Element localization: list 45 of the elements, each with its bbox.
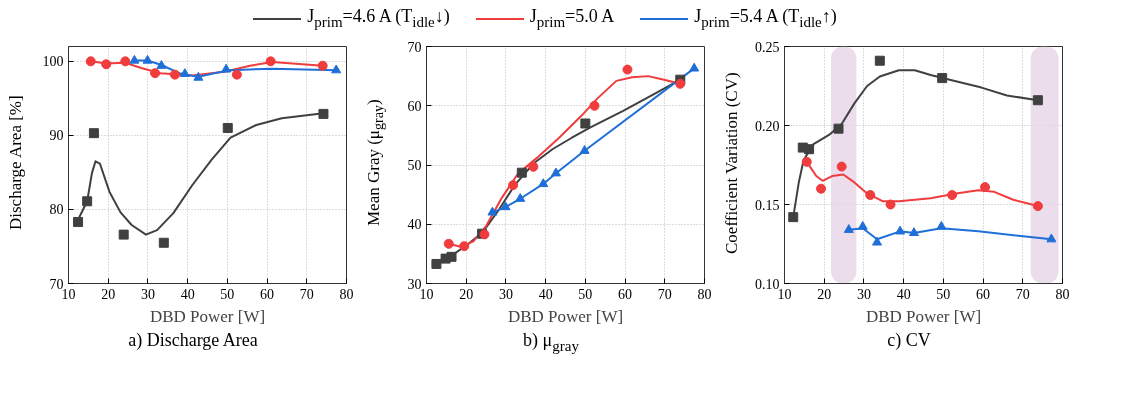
x-tick-label: 70 [299,286,314,302]
x-tick-label: 60 [618,286,633,302]
y-tick-label: 0.25 [755,39,780,55]
x-tick-label: 50 [220,286,235,302]
x-tick-label: 50 [936,286,951,302]
y-tick-label: 60 [407,98,422,114]
y-axis-title: Discharge Area [%] [5,94,26,233]
y-tick-label: 0.10 [755,276,780,292]
x-tick-label: 60 [976,286,991,302]
y-tick-label: 0.15 [755,197,780,213]
legend-label: J$_{prim}$=5.4 A (T$_{idle}$↑) [694,5,837,32]
x-tick-label: 30 [498,286,513,302]
y-axis-title: Coefficient Variation (CV) [721,71,742,256]
x-axis-title: DBD Power [W] [865,306,982,326]
y-tick-label: 30 [407,276,422,292]
x-tick-label: 70 [657,286,672,302]
legend-label: J$_{prim}$=5.0 A [529,5,615,32]
y-tick-label: 0.20 [755,118,780,134]
x-tick-label: 20 [817,286,832,302]
legend-label: J$_{prim}$=4.6 A (T$_{idle}$↓) [307,5,450,32]
y-tick-label: 90 [49,128,64,144]
x-tick-label: 30 [856,286,871,302]
x-tick-label: 40 [180,286,195,302]
x-tick-label: 20 [101,286,116,302]
text: b) μ$_{gray}$ [522,329,580,356]
y-tick-label: 80 [49,202,64,218]
x-tick-label: 40 [538,286,553,302]
x-tick-label: 30 [140,286,155,302]
x-tick-label: 40 [896,286,911,302]
text: c) CV [886,329,932,352]
x-tick-label: 20 [459,286,474,302]
x-tick-label: 70 [1015,286,1030,302]
y-tick-label: 40 [407,217,422,233]
y-tick-label: 70 [407,39,422,55]
x-axis-title: DBD Power [W] [149,306,266,326]
x-axis-title: DBD Power [W] [507,306,624,326]
y-tick-label: 70 [49,276,64,292]
y-tick-label: 100 [42,54,64,70]
x-tick-label: 80 [1055,286,1070,302]
x-tick-label: 80 [697,286,712,302]
x-tick-label: 60 [260,286,275,302]
x-tick-label: 50 [578,286,593,302]
x-tick-label: 80 [339,286,354,302]
y-tick-label: 50 [407,158,422,173]
text: a) Discharge Area [127,329,259,352]
